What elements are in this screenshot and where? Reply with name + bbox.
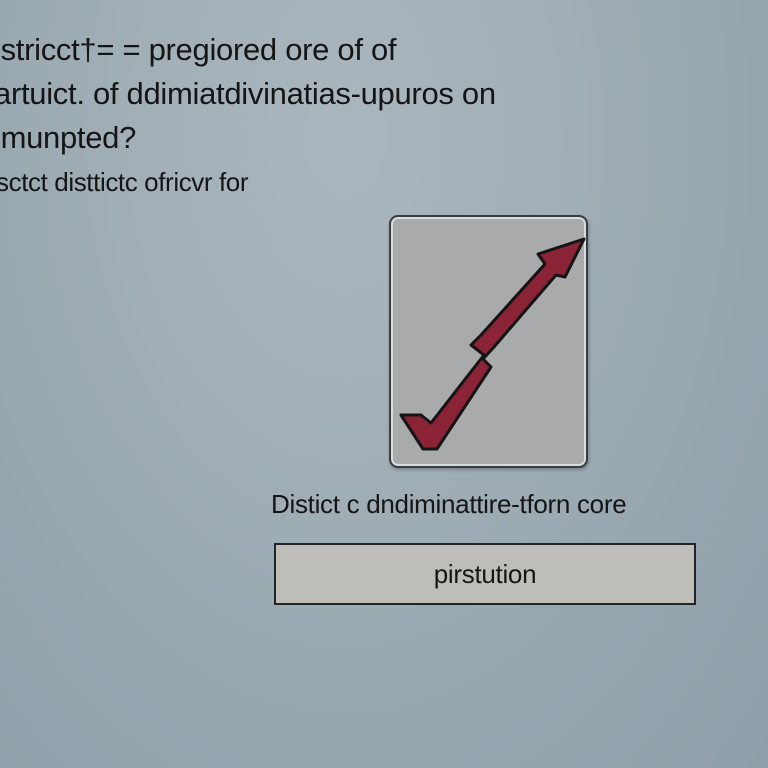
card-caption: Distict c dndiminattire-tforn core [271,489,627,519]
image-card [389,215,588,468]
question-line-3: imunpted? [0,120,137,155]
primary-action-button[interactable]: pirstution [274,543,696,605]
subtitle-text: sctct disttictc ofricvr for [0,167,249,197]
question-line-2: artuict. of ddimiatdivinatias-upuros on [0,76,496,111]
question-heading: istricct†= = pregiored ore of of artuict… [0,28,694,160]
checkmark-arrow-icon [399,237,586,451]
question-line-1: istricct†= = pregiored ore of of [0,32,397,67]
